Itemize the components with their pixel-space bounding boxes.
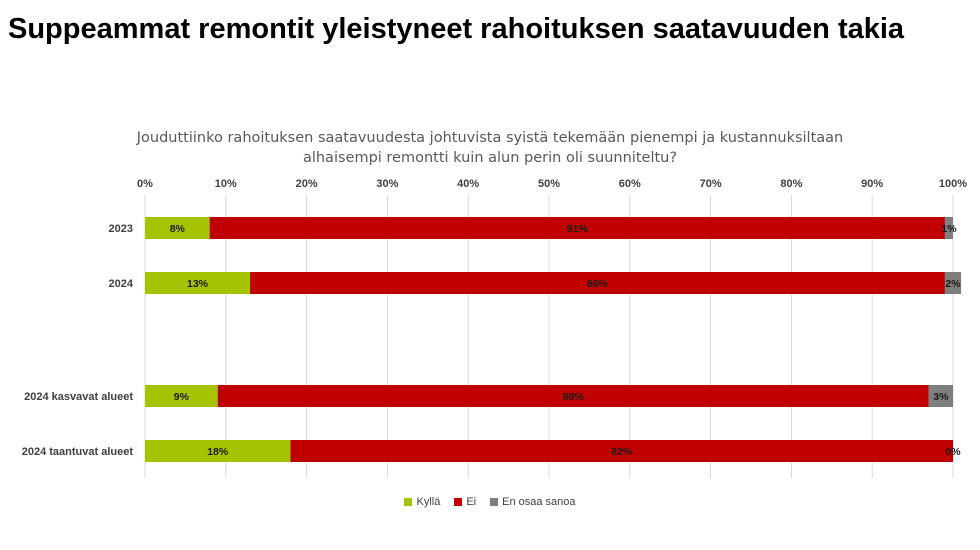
x-tick-label: 0% [137,178,153,190]
bar-segment [944,272,962,294]
data-label: 82% [611,446,633,458]
data-label: 86% [587,278,609,290]
bar-segment [145,272,251,294]
legend-label-kylla: Kyllä [416,496,441,508]
bar-segment [145,385,218,407]
legend-swatch-ei [454,498,463,506]
bar-segment [217,385,929,407]
x-tick-label: 60% [619,178,641,190]
data-label: 0% [945,446,961,458]
data-label: 2% [945,278,961,290]
bar-segment [944,217,953,239]
data-label: 13% [187,278,209,290]
legend-item-en-osaa-sanoa: En osaa sanoa [490,496,576,508]
category-label: 2023 [109,223,133,235]
bar-segment [145,440,291,462]
x-tick-label: 30% [376,178,398,190]
category-label: 2024 taantuvat alueet [22,446,134,458]
slide-title: Suppeammat remontit yleistyneet rahoituk… [8,13,905,45]
data-label: 1% [941,223,957,235]
data-label: 88% [563,391,585,403]
bar-segment [928,385,953,407]
legend-item-kylla: Kyllä [404,496,440,508]
bar-segment [209,217,945,239]
bar-segment [290,440,953,462]
x-tick-label: 90% [861,178,883,190]
data-label: 8% [170,223,186,235]
x-tick-label: 20% [296,178,318,190]
legend-label-en-osaa-sanoa: En osaa sanoa [502,496,576,508]
data-label: 3% [933,391,949,403]
data-label: 18% [207,446,229,458]
bar-segment [250,272,945,294]
x-tick-label: 50% [538,178,560,190]
category-label: 2024 kasvavat alueet [24,391,133,403]
x-tick-label: 80% [780,178,802,190]
legend-swatch-en-osaa-sanoa [490,498,499,506]
x-tick-label: 40% [457,178,479,190]
legend-swatch-kylla [404,498,413,506]
data-label: 91% [567,223,589,235]
chart-legend: Kyllä Ei En osaa sanoa [0,496,980,508]
chart-title: Jouduttiinko rahoituksen saatavuudesta j… [136,130,844,166]
x-tick-label: 100% [939,178,967,190]
x-tick-label: 70% [700,178,722,190]
data-label: 9% [174,391,190,403]
category-label: 2024 [109,278,134,290]
legend-item-ei: Ei [454,496,476,508]
x-tick-label: 10% [215,178,237,190]
bar-segment [145,217,210,239]
legend-label-ei: Ei [466,496,477,508]
